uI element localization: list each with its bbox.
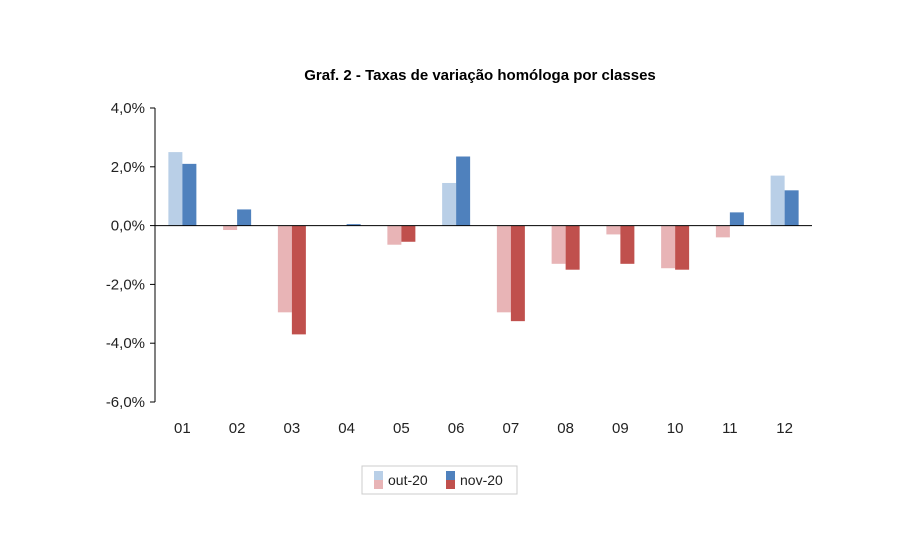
x-axis-categories: 01 02 03 04 05 06 07 08 09 10 11 12 — [174, 420, 793, 437]
x-category-label: 10 — [667, 420, 684, 437]
bar-out-20-10 — [661, 225, 676, 269]
x-category-label: 01 — [174, 420, 191, 437]
bar-out-20-02 — [223, 225, 238, 231]
legend-label: out-20 — [388, 472, 428, 488]
x-category-label: 12 — [776, 420, 793, 437]
x-category-label: 04 — [338, 420, 355, 437]
bar-nov-20-05 — [401, 225, 416, 242]
bar-out-20-03 — [277, 225, 292, 313]
bar-nov-20-08 — [565, 225, 580, 270]
y-axis-ticks: 4,0% 2,0% 0,0% -2,0% -4,0% -6,0% — [106, 100, 155, 411]
legend-label: nov-20 — [460, 472, 503, 488]
bar-nov-20-09 — [620, 225, 635, 264]
bar-out-20-06 — [442, 182, 457, 226]
axes — [154, 108, 812, 402]
y-tick-label: 2,0% — [111, 159, 145, 176]
bar-nov-20-02 — [237, 209, 252, 226]
x-category-label: 09 — [612, 420, 629, 437]
y-tick-label: 4,0% — [111, 100, 145, 117]
y-tick-label: -2,0% — [106, 276, 145, 293]
bar-out-20-05 — [387, 225, 402, 245]
x-category-label: 11 — [722, 420, 738, 437]
bar-out-20-07 — [496, 225, 511, 313]
y-tick-label: 0,0% — [111, 218, 145, 235]
x-category-label: 03 — [284, 420, 301, 437]
x-category-label: 02 — [229, 420, 246, 437]
y-tick-label: -6,0% — [106, 394, 145, 411]
bar-nov-20-11 — [729, 212, 744, 226]
y-tick-label: -4,0% — [106, 335, 145, 352]
x-category-label: 05 — [393, 420, 410, 437]
bar-nov-20-01 — [182, 163, 197, 226]
bar-nov-20-06 — [456, 156, 471, 226]
x-category-label: 08 — [557, 420, 574, 437]
legend-swatch-nov-20-negative — [446, 480, 455, 489]
bar-out-20-08 — [551, 225, 566, 264]
bar-nov-20-10 — [675, 225, 690, 270]
bar-out-20-01 — [168, 152, 183, 226]
bar-out-20-11 — [715, 225, 730, 238]
bar-out-20-09 — [606, 225, 621, 235]
bar-nov-20-04 — [346, 224, 361, 226]
legend-swatch-nov-20-positive — [446, 471, 455, 480]
legend: out-20 nov-20 — [361, 465, 518, 495]
legend-swatch-out-20-negative — [374, 480, 383, 489]
bar-nov-20-07 — [510, 225, 525, 322]
bar-out-20-12 — [770, 175, 785, 226]
x-category-label: 06 — [448, 420, 465, 437]
legend-swatch-out-20-positive — [374, 471, 383, 480]
legend-box — [361, 465, 518, 495]
bar-nov-20-12 — [784, 190, 799, 226]
x-category-label: 07 — [503, 420, 520, 437]
chart-title: Graf. 2 - Taxas de variação homóloga por… — [304, 67, 656, 84]
bar-nov-20-03 — [291, 225, 306, 335]
bars — [168, 152, 799, 335]
